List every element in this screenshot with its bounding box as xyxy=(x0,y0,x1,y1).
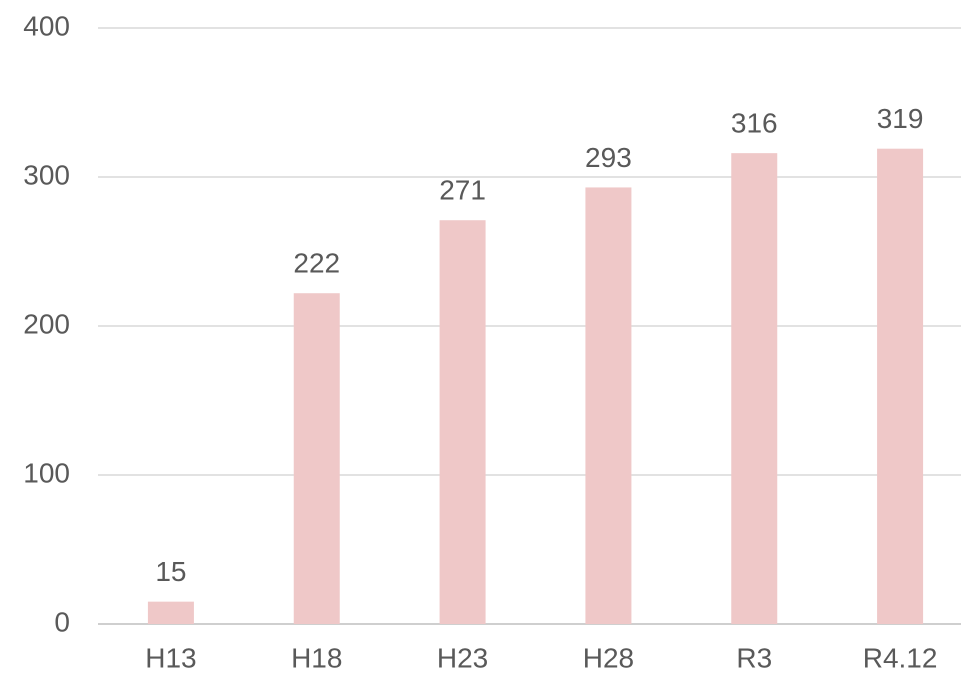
x-tick-label: R3 xyxy=(736,642,772,673)
bar xyxy=(585,187,632,624)
bar xyxy=(731,153,778,624)
data-label: 319 xyxy=(877,103,924,134)
y-tick-label: 300 xyxy=(23,159,70,190)
y-tick-label: 400 xyxy=(23,10,70,41)
x-tick-label: H13 xyxy=(145,642,196,673)
x-tick-label: H18 xyxy=(291,642,342,673)
data-label: 293 xyxy=(585,142,632,173)
data-label: 222 xyxy=(293,248,340,279)
y-tick-label: 200 xyxy=(23,308,70,339)
bar xyxy=(147,601,194,624)
bar xyxy=(439,220,486,624)
x-tick-label: H28 xyxy=(583,642,634,673)
y-tick-label: 100 xyxy=(23,457,70,488)
data-label: 316 xyxy=(731,108,778,139)
bar xyxy=(877,148,924,624)
x-tick-label: H23 xyxy=(437,642,488,673)
bar xyxy=(293,293,340,624)
x-tick-label: R4.12 xyxy=(863,642,938,673)
data-label: 271 xyxy=(439,175,486,206)
y-tick-label: 0 xyxy=(54,606,70,637)
data-label: 15 xyxy=(155,556,186,587)
